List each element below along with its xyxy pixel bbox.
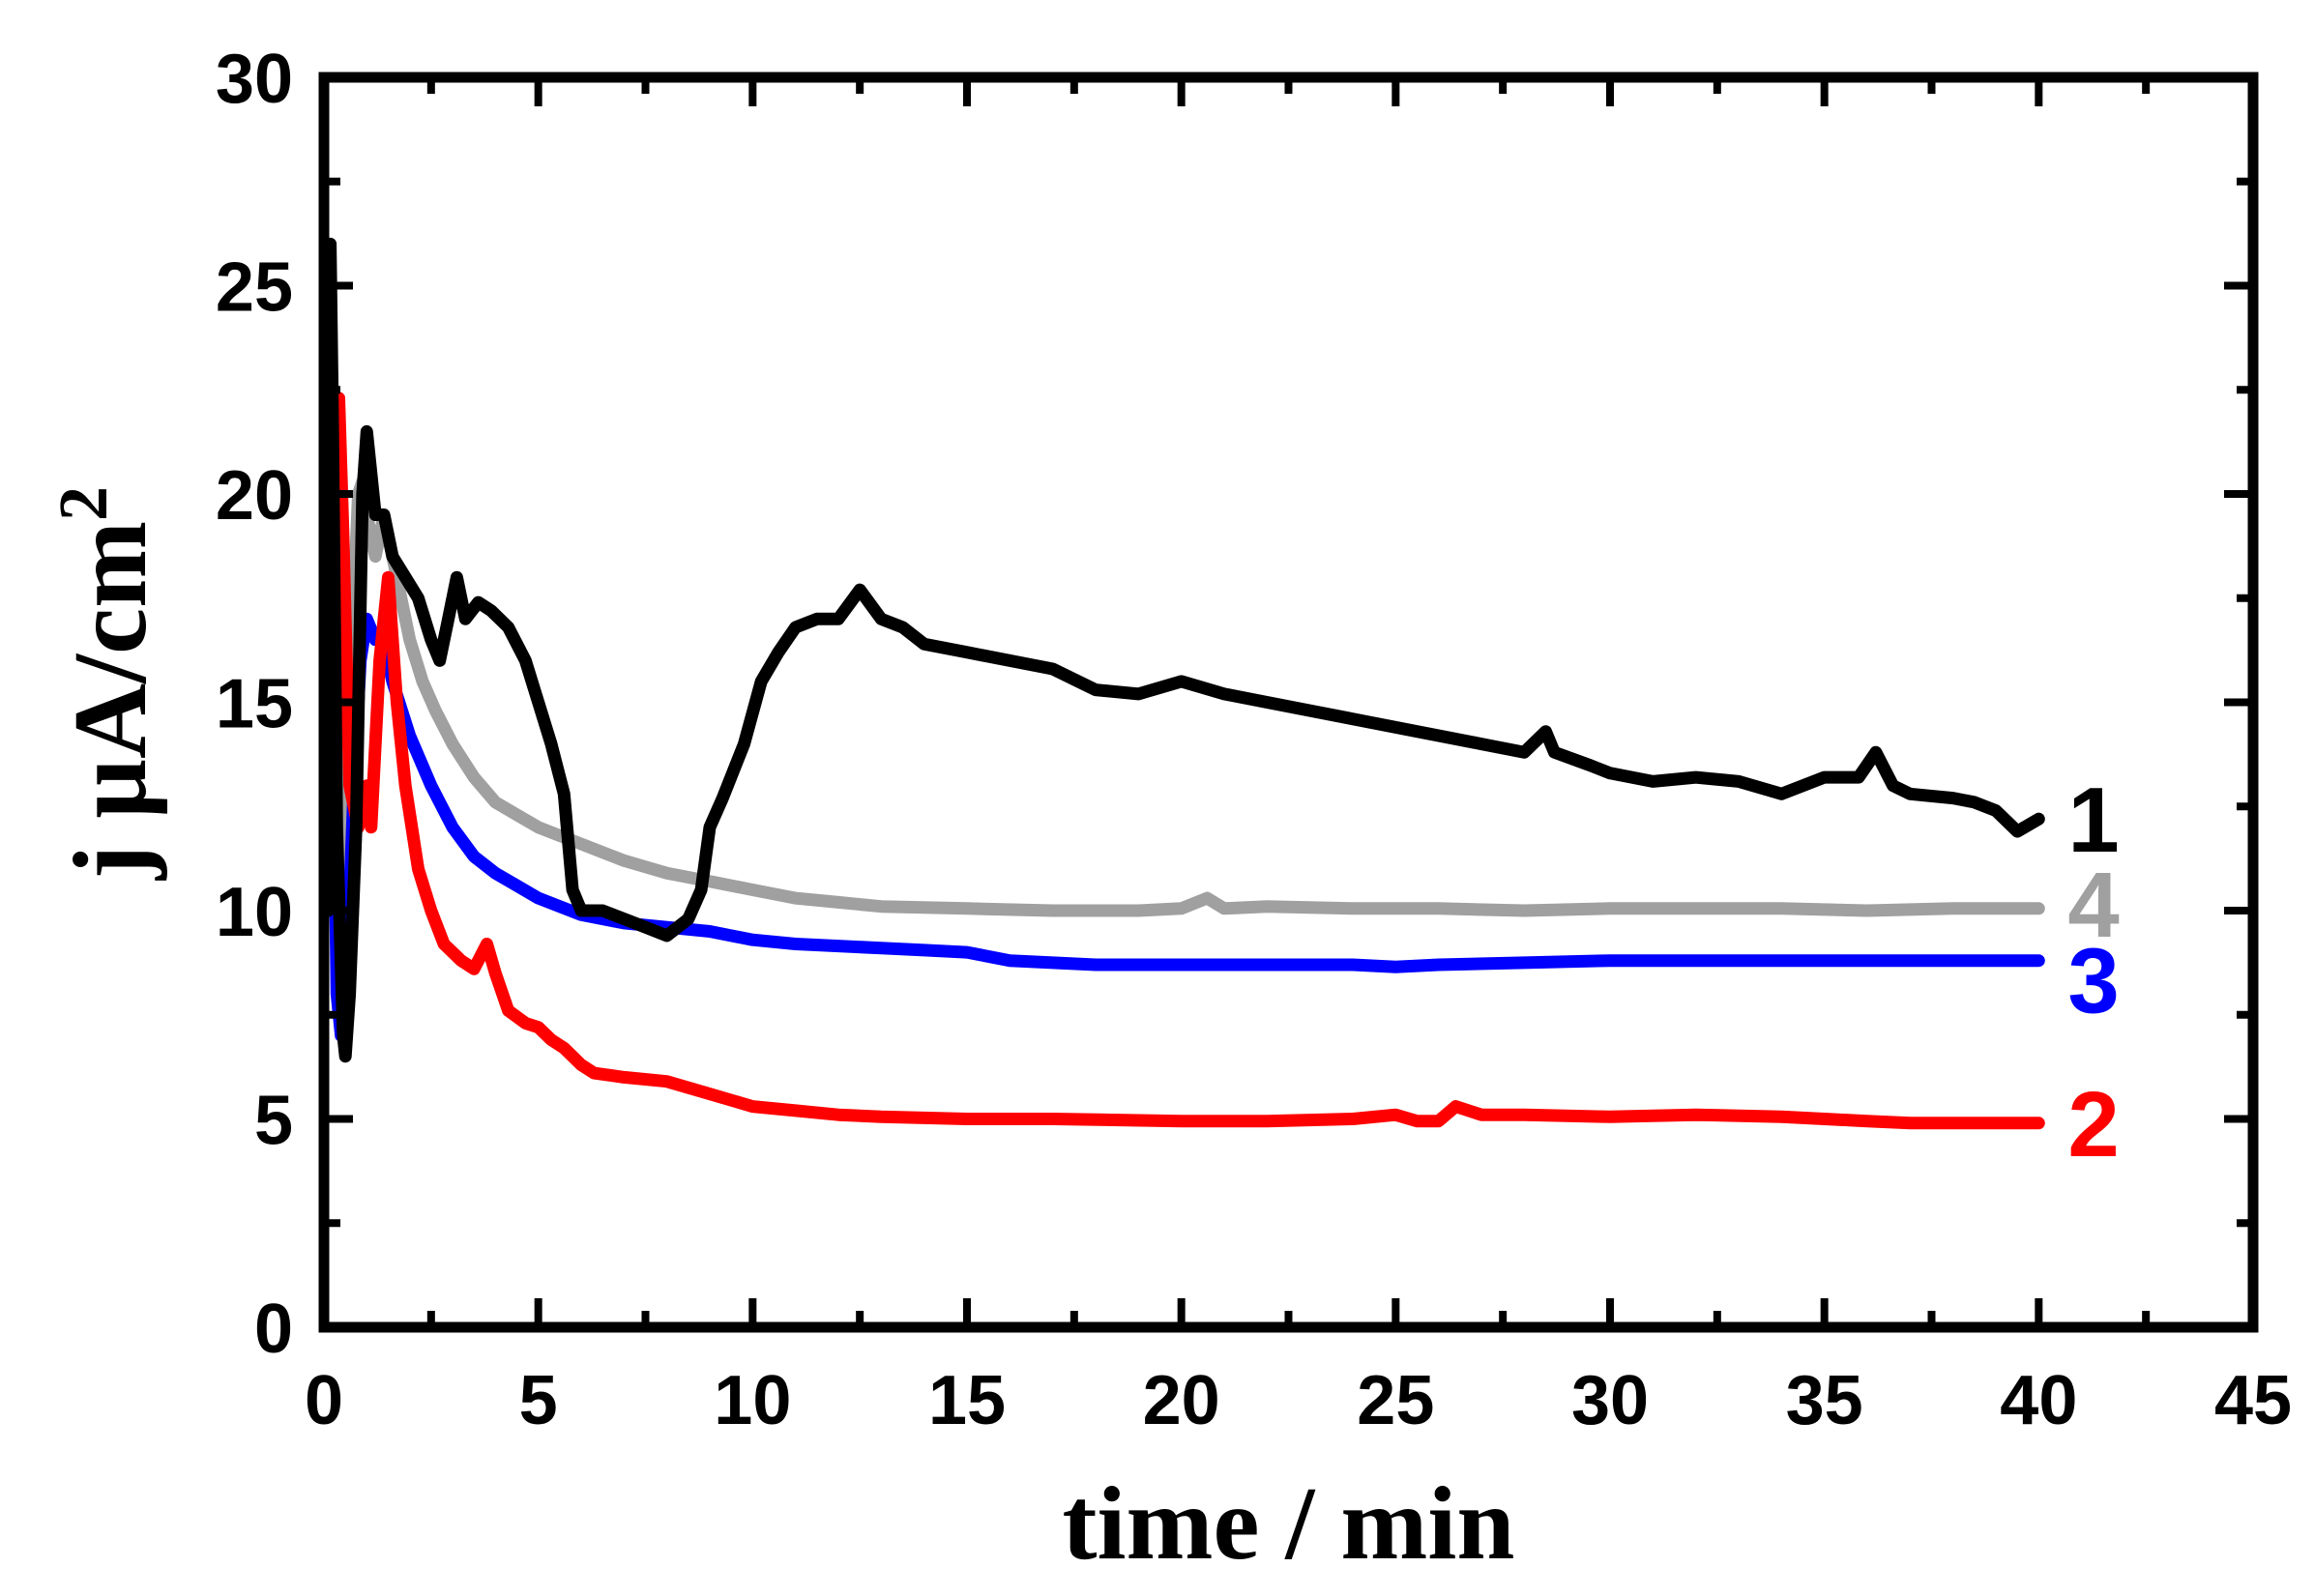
y-tick-label: 25 [216,249,293,327]
x-tick-label: 5 [519,1362,558,1439]
plot-frame [318,72,2259,1333]
x-tick-label: 45 [2214,1362,2292,1439]
y-tick-label: 0 [254,1291,293,1368]
y-axis-title-main: j µA/cm [53,521,168,881]
series-label-1: 1 [2067,769,2119,872]
series-line-4 [335,475,2045,917]
series-line-2 [326,392,2045,1130]
x-axis-title: time / min [1063,1466,1515,1581]
series-label-2: 2 [2067,1073,2119,1176]
x-tick-label: 25 [1357,1362,1434,1439]
series-label-4: 4 [2067,854,2119,957]
x-tick-label: 10 [714,1362,791,1439]
tick-layer: 0 5 10 15 20 25 30 35 40 45 0 5 10 15 20 25 30 [216,41,2292,1439]
y-tick-label: 30 [216,41,293,118]
y-tick-label: 5 [254,1083,293,1160]
series-label-3: 3 [2067,930,2119,1033]
series-layer [321,237,2045,1130]
series-line-1 [321,237,2045,1063]
y-tick-label: 10 [216,874,293,951]
x-tick-label: 20 [1143,1362,1220,1439]
y-axis-title-superscript: 2 [44,486,122,521]
x-tick-label: 35 [1786,1362,1863,1439]
x-tick-label: 0 [305,1362,343,1439]
x-tick-label: 30 [1571,1362,1649,1439]
label-layer: 1 2 34 [2067,769,2119,1176]
y-tick-label: 15 [216,666,293,743]
x-tick-label: 40 [2000,1362,2077,1439]
y-axis-title: j µA/cm2 [44,486,168,881]
y-tick-label: 20 [216,457,293,535]
x-tick-label: 15 [928,1362,1006,1439]
